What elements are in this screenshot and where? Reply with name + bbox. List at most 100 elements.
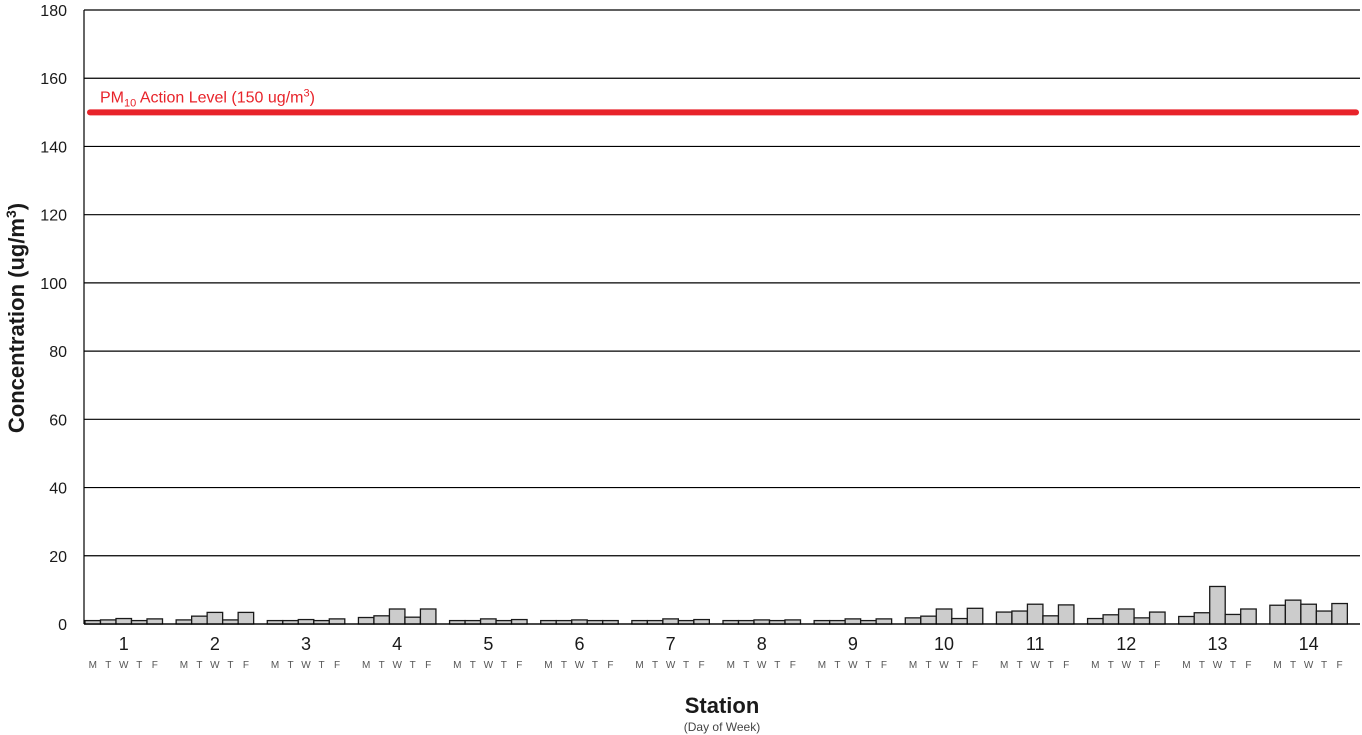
bar-station-5-2 xyxy=(479,618,497,625)
bar-station-13-1 xyxy=(1193,612,1211,625)
bar-station-1-4 xyxy=(146,618,164,625)
day-label-5-1: T xyxy=(470,660,476,671)
day-label-3-1: T xyxy=(287,660,293,671)
day-label-14-1: T xyxy=(1290,660,1296,671)
day-label-13-0: M xyxy=(1182,660,1190,671)
bar-station-9-2 xyxy=(844,618,862,625)
axes xyxy=(83,10,1360,625)
bar-station-14-3 xyxy=(1315,610,1333,625)
y-axis-title-sup: 3 xyxy=(3,210,19,218)
action-level-label-prefix: PM xyxy=(100,89,124,106)
y-axis-title: Concentration (ug/m3) xyxy=(3,203,29,433)
day-label-2-3: T xyxy=(227,660,233,671)
bar-station-12-3 xyxy=(1133,617,1151,625)
day-label-4-4: F xyxy=(425,660,431,671)
day-label-6-4: F xyxy=(607,660,613,671)
day-label-12-2: W xyxy=(1122,660,1132,671)
day-label-9-0: M xyxy=(818,660,826,671)
day-label-12-4: F xyxy=(1154,660,1160,671)
station-label-11: 11 xyxy=(1026,634,1045,654)
y-tick-label-80: 80 xyxy=(49,344,67,361)
day-label-9-2: W xyxy=(848,660,858,671)
day-label-5-0: M xyxy=(453,660,461,671)
bar-station-7-4 xyxy=(693,618,711,625)
bar-station-4-1 xyxy=(373,615,391,625)
day-label-3-0: M xyxy=(271,660,279,671)
bars xyxy=(84,585,1349,625)
bar-station-14-2 xyxy=(1300,603,1318,625)
bar-station-1-2 xyxy=(115,617,133,625)
day-label-11-1: T xyxy=(1017,660,1023,671)
y-tick-label-0: 0 xyxy=(58,617,67,634)
day-label-14-4: F xyxy=(1337,660,1343,671)
bar-station-10-1 xyxy=(920,615,937,625)
day-label-11-4: F xyxy=(1063,660,1069,671)
y-tick-label-60: 60 xyxy=(49,412,67,429)
bar-station-3-2 xyxy=(297,618,315,625)
day-label-1-2: W xyxy=(119,660,129,671)
day-label-10-3: T xyxy=(956,660,962,671)
bar-station-10-0 xyxy=(904,617,922,625)
x-axis-subtitle: (Day of Week) xyxy=(684,720,760,734)
day-label-1-1: T xyxy=(105,660,111,671)
day-label-1-0: M xyxy=(89,660,97,671)
day-label-10-4: F xyxy=(972,660,978,671)
day-label-14-0: M xyxy=(1273,660,1281,671)
action-level-label-end: ) xyxy=(310,89,315,106)
day-label-2-0: M xyxy=(180,660,188,671)
day-label-7-1: T xyxy=(652,660,658,671)
day-label-10-0: M xyxy=(909,660,917,671)
bar-station-3-4 xyxy=(328,618,346,625)
y-tick-label-160: 160 xyxy=(40,71,67,88)
action-level-label: PM10 Action Level (150 ug/m3) xyxy=(100,87,315,109)
day-label-12-0: M xyxy=(1091,660,1099,671)
bar-station-9-4 xyxy=(875,618,893,625)
day-label-14-3: T xyxy=(1321,660,1327,671)
bar-station-8-4 xyxy=(784,619,802,625)
day-label-4-3: T xyxy=(410,660,416,671)
bar-station-11-3 xyxy=(1042,615,1060,625)
bar-station-6-2 xyxy=(571,619,588,625)
station-label-9: 9 xyxy=(848,634,858,654)
day-label-13-3: T xyxy=(1230,660,1236,671)
station-label-1: 1 xyxy=(119,634,129,654)
bar-station-11-1 xyxy=(1011,610,1029,625)
station-label-7: 7 xyxy=(666,634,676,654)
day-label-8-4: F xyxy=(790,660,796,671)
bar-station-10-4 xyxy=(966,607,984,625)
station-label-8: 8 xyxy=(757,634,767,654)
bar-station-2-1 xyxy=(190,615,208,625)
day-label-14-2: W xyxy=(1304,660,1314,671)
bar-station-8-2 xyxy=(753,619,771,625)
day-label-6-0: M xyxy=(544,660,552,671)
day-label-2-2: W xyxy=(210,660,220,671)
day-label-7-3: T xyxy=(683,660,689,671)
bar-station-10-2 xyxy=(935,608,953,625)
station-label-12: 12 xyxy=(1116,634,1136,654)
day-label-4-1: T xyxy=(379,660,385,671)
day-label-7-0: M xyxy=(635,660,643,671)
bar-station-11-4 xyxy=(1057,604,1075,625)
day-label-8-0: M xyxy=(727,660,735,671)
x-axis-title: Station xyxy=(685,693,760,718)
day-label-3-3: T xyxy=(318,660,324,671)
station-label-13: 13 xyxy=(1207,634,1227,654)
bar-station-10-3 xyxy=(951,617,968,625)
bar-station-2-3 xyxy=(221,619,239,625)
day-label-7-2: W xyxy=(666,660,676,671)
bar-station-11-2 xyxy=(1026,603,1044,625)
bar-station-1-1 xyxy=(99,619,117,625)
y-axis-title-main: Concentration (ug/m xyxy=(4,218,29,433)
day-label-9-1: T xyxy=(834,660,840,671)
bar-station-11-0 xyxy=(995,611,1013,625)
day-label-6-3: T xyxy=(592,660,598,671)
station-label-10: 10 xyxy=(934,634,954,654)
reference-line-group: PM10 Action Level (150 ug/m3) xyxy=(87,87,1359,116)
bar-station-14-4 xyxy=(1331,602,1349,625)
action-level-label-sup: 3 xyxy=(303,87,309,99)
day-label-6-1: T xyxy=(561,660,567,671)
day-label-3-2: W xyxy=(301,660,311,671)
day-label-13-1: T xyxy=(1199,660,1205,671)
y-tick-label-20: 20 xyxy=(49,549,67,566)
